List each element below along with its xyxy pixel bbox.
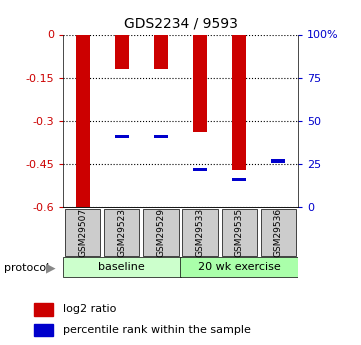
FancyBboxPatch shape (261, 208, 296, 256)
Bar (232, 178, 246, 181)
FancyBboxPatch shape (65, 208, 100, 256)
Bar (34, 303, 53, 316)
Text: GSM29533: GSM29533 (196, 207, 205, 257)
FancyBboxPatch shape (222, 208, 257, 256)
Bar (115, 34, 129, 69)
Bar (154, 135, 168, 138)
Bar (76, 34, 90, 207)
FancyBboxPatch shape (104, 208, 139, 256)
Text: GSM29536: GSM29536 (274, 207, 283, 257)
Text: GSM29535: GSM29535 (235, 207, 244, 257)
Text: percentile rank within the sample: percentile rank within the sample (63, 325, 251, 335)
Bar (193, 34, 207, 132)
Text: 20 wk exercise: 20 wk exercise (198, 262, 280, 272)
FancyBboxPatch shape (180, 257, 298, 277)
FancyBboxPatch shape (182, 208, 218, 256)
Text: protocol: protocol (4, 263, 49, 273)
Text: GSM29507: GSM29507 (78, 207, 87, 257)
Bar (232, 34, 246, 170)
FancyBboxPatch shape (143, 208, 179, 256)
Text: GSM29523: GSM29523 (117, 207, 126, 257)
Text: log2 ratio: log2 ratio (63, 304, 116, 314)
Bar (115, 135, 129, 138)
Text: baseline: baseline (99, 262, 145, 272)
Bar (34, 324, 53, 336)
Text: ▶: ▶ (46, 261, 56, 274)
Bar (271, 159, 285, 163)
Bar (193, 168, 207, 171)
Title: GDS2234 / 9593: GDS2234 / 9593 (123, 17, 238, 31)
FancyBboxPatch shape (63, 257, 181, 277)
Text: GSM29529: GSM29529 (156, 207, 165, 257)
Bar (154, 34, 168, 69)
